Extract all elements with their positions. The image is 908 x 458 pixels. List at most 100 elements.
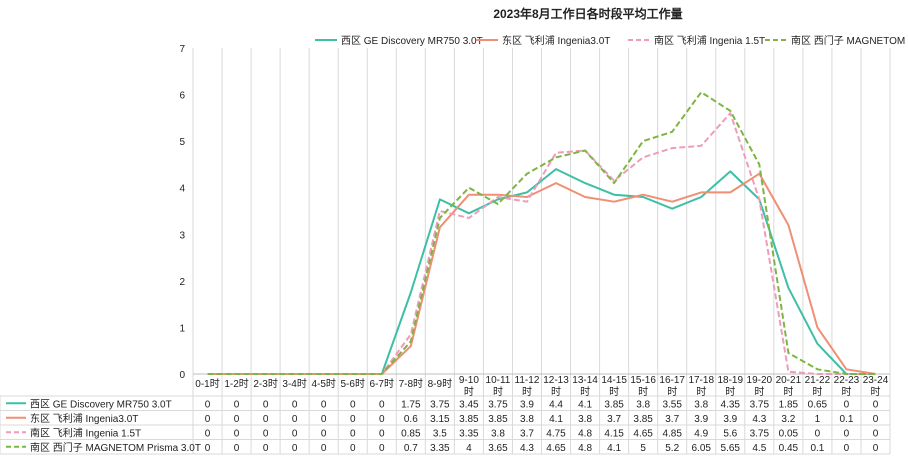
x-tick-label: 8-9时: [428, 378, 452, 390]
table-cell-value: 3.85: [488, 414, 508, 425]
x-tick-label: 时: [783, 386, 793, 398]
plot-lines: [207, 91, 876, 375]
x-tick-label: 时: [754, 386, 764, 398]
table-cell-value: 0.65: [808, 399, 828, 410]
x-tick-label: 时: [493, 386, 503, 398]
legend-label: 南区 飞利浦 Ingenia 1.5T: [654, 34, 765, 47]
table-cell-value: 0: [321, 443, 327, 454]
table-cell-value: 0: [263, 428, 269, 439]
x-tick-label: 时: [464, 386, 474, 398]
table-cell-value: 3.5: [433, 428, 447, 439]
x-tick-label: 23-24: [863, 375, 889, 386]
table-cell-value: 0: [263, 414, 269, 425]
table-row-name: 西区 GE Discovery MR750 3.0T: [30, 398, 172, 410]
table-cell-value: 0: [350, 443, 356, 454]
table-cell-value: 3.15: [430, 414, 450, 425]
x-tick-label: 2-3时: [253, 378, 277, 390]
table-cell-value: 3.85: [633, 414, 653, 425]
table-cell-value: 0: [321, 428, 327, 439]
y-tick-label: 6: [179, 91, 185, 102]
table-cell-value: 0: [379, 399, 385, 410]
x-tick-label: 0-1时: [195, 378, 219, 390]
table-cell-value: 3.8: [694, 399, 708, 410]
table-row-name: 南区 飞利浦 Ingenia 1.5T: [30, 426, 141, 439]
table-cell-value: 0: [292, 428, 298, 439]
table-cell-value: 0: [379, 428, 385, 439]
table-cell-value: 0.7: [404, 443, 418, 454]
table-cell-value: 4.1: [549, 414, 563, 425]
table-cell-value: 3.8: [636, 399, 650, 410]
x-tick-label: 17-18: [688, 375, 714, 386]
table-cell-value: 1.85: [779, 399, 799, 410]
x-tick-label: 1-2时: [224, 378, 248, 390]
table-row-name: 东区 飞利浦 Ingenia3.0T: [30, 412, 138, 425]
table-cell-value: 1: [815, 414, 821, 425]
table-cell-value: 0: [815, 428, 821, 439]
x-tick-label: 12-13: [543, 375, 569, 386]
table-cell-value: 4.5: [752, 443, 766, 454]
table-cell-value: 0.85: [401, 428, 421, 439]
table-cell-value: 4.75: [546, 428, 566, 439]
y-tick-label: 0: [179, 370, 185, 381]
table-cell-value: 3.7: [520, 428, 534, 439]
table-cell-value: 0: [205, 428, 211, 439]
x-tick-label: 9-10: [459, 375, 479, 386]
table-cell-value: 5.6: [723, 428, 737, 439]
table-cell-value: 3.45: [459, 399, 479, 410]
legend-label: 南区 西门子 MAGNETOM Prisma 3.0T: [791, 34, 908, 47]
table-cell-value: 0: [873, 399, 879, 410]
table-cell-value: 5.65: [721, 443, 741, 454]
legend-label: 东区 飞利浦 Ingenia3.0T: [502, 34, 610, 47]
x-axis-labels: 0-1时 1-2时 2-3时 3-4时 4-5时 5-6时 6-7时 7-8时 8-9时 9-10…: [195, 375, 888, 398]
table-cell-value: 3.7: [607, 414, 621, 425]
x-tick-label: 时: [870, 386, 880, 398]
table-cell-value: 3.75: [430, 399, 450, 410]
table-cell-value: 0: [350, 428, 356, 439]
table-cell-value: 0: [205, 414, 211, 425]
series-line: [207, 91, 876, 375]
x-tick-label: 3-4时: [282, 378, 306, 390]
table-cell-value: 0: [873, 443, 879, 454]
table-cell-value: 0: [263, 399, 269, 410]
table-cell-value: 0: [350, 414, 356, 425]
table-cell-value: 0: [350, 399, 356, 410]
table-cell-value: 0.45: [779, 443, 799, 454]
x-tick-label: 5-6时: [341, 378, 365, 390]
table-cell-value: 0.1: [839, 414, 853, 425]
table-cell-value: 4.9: [694, 428, 708, 439]
x-tick-label: 时: [522, 386, 532, 398]
table-cell-value: 4.3: [520, 443, 534, 454]
table-cell-value: 0: [321, 399, 327, 410]
table-cell-value: 4.15: [604, 428, 624, 439]
x-tick-label: 6-7时: [370, 378, 394, 390]
x-tick-label: 时: [696, 386, 706, 398]
data-table: 西区 GE Discovery MR750 3.0T 0 0 0 0 0 0 0 1.75 3.7…: [6, 398, 879, 454]
table-cell-value: 0: [234, 428, 240, 439]
y-tick-label: 4: [179, 184, 185, 195]
table-cell-value: 4.65: [546, 443, 566, 454]
table-cell-value: 0.1: [810, 443, 824, 454]
table-cell-value: 3.35: [430, 443, 450, 454]
table-cell-value: 3.9: [723, 414, 737, 425]
legend: 西区 GE Discovery MR750 3.0T 东区 飞利浦 Ingenia…: [315, 34, 908, 47]
table-cell-value: 3.85: [604, 399, 624, 410]
table-cell-value: 4.8: [578, 428, 592, 439]
table-cell-value: 4.4: [549, 399, 563, 410]
table-cell-value: 4.1: [578, 399, 592, 410]
table-cell-value: 0: [321, 414, 327, 425]
table-cell-value: 3.85: [459, 414, 479, 425]
table-cell-value: 0: [292, 399, 298, 410]
table-cell-value: 0.6: [404, 414, 418, 425]
table-cell-value: 3.75: [750, 399, 770, 410]
table-cell-value: 0: [844, 399, 850, 410]
x-tick-label: 时: [812, 386, 822, 398]
table-cell-value: 3.7: [665, 414, 679, 425]
table-cell-value: 6.05: [691, 443, 711, 454]
x-tick-label: 16-17: [659, 375, 685, 386]
table-cell-value: 4.65: [633, 428, 653, 439]
table-cell-value: 0: [379, 414, 385, 425]
x-tick-label: 13-14: [572, 375, 598, 386]
x-tick-label: 时: [580, 386, 590, 398]
y-tick-label: 1: [179, 323, 185, 334]
